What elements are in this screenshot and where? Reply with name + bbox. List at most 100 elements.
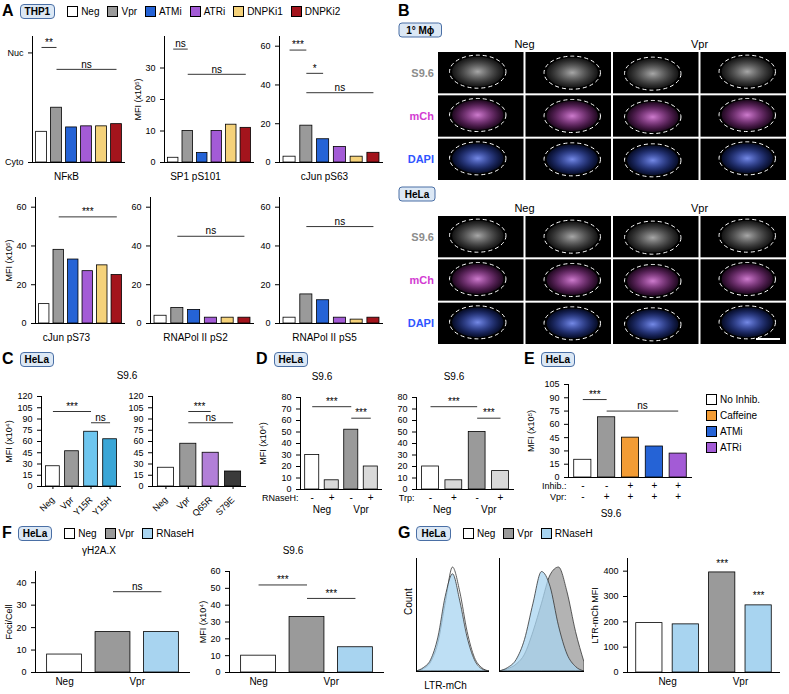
svg-text:20: 20 bbox=[131, 280, 141, 290]
svg-text:75: 75 bbox=[22, 425, 32, 435]
svg-text:400: 400 bbox=[603, 566, 618, 576]
svg-text:+: + bbox=[651, 491, 657, 502]
svg-text:60: 60 bbox=[260, 41, 270, 51]
svg-text:40: 40 bbox=[210, 600, 220, 610]
svg-text:Neg: Neg bbox=[249, 676, 267, 687]
svg-text:Vpr: Vpr bbox=[481, 504, 497, 515]
svg-text:10: 10 bbox=[16, 645, 26, 655]
svg-text:30: 30 bbox=[145, 63, 155, 73]
svg-text:20: 20 bbox=[16, 622, 26, 632]
svg-text:MFI (x10⁵): MFI (x10⁵) bbox=[526, 410, 536, 452]
svg-text:MFI (x10⁵): MFI (x10⁵) bbox=[133, 78, 143, 120]
svg-text:Neg: Neg bbox=[514, 38, 534, 50]
svg-text:10: 10 bbox=[210, 651, 220, 661]
svg-text:200: 200 bbox=[603, 617, 618, 627]
svg-text:+: + bbox=[368, 492, 374, 503]
svg-text:30: 30 bbox=[133, 459, 143, 469]
svg-text:120: 120 bbox=[17, 391, 32, 401]
svg-text:Inhib.:: Inhib.: bbox=[542, 481, 567, 491]
svg-text:120: 120 bbox=[128, 391, 143, 401]
svg-text:0: 0 bbox=[215, 667, 220, 677]
svg-text:Neg: Neg bbox=[313, 504, 331, 515]
svg-text:ns: ns bbox=[335, 82, 346, 93]
svg-text:0: 0 bbox=[21, 318, 26, 328]
svg-text:40: 40 bbox=[260, 80, 270, 90]
svg-text:70: 70 bbox=[397, 404, 407, 414]
svg-text:60: 60 bbox=[131, 202, 141, 212]
svg-text:20: 20 bbox=[145, 94, 155, 104]
svg-text:75: 75 bbox=[133, 425, 143, 435]
svg-text:60: 60 bbox=[210, 566, 220, 576]
svg-text:0: 0 bbox=[613, 667, 618, 677]
svg-text:***: *** bbox=[82, 206, 94, 217]
svg-text:0: 0 bbox=[136, 318, 141, 328]
svg-text:20: 20 bbox=[16, 280, 26, 290]
svg-text:Vpr: Vpr bbox=[175, 495, 192, 512]
svg-text:RNaseH:: RNaseH: bbox=[262, 493, 299, 503]
svg-text:40: 40 bbox=[281, 438, 291, 448]
svg-text:Neg: Neg bbox=[433, 504, 451, 515]
svg-text:Vpr: Vpr bbox=[323, 676, 339, 687]
svg-text:70: 70 bbox=[281, 404, 291, 414]
svg-text:60: 60 bbox=[22, 436, 32, 446]
svg-text:+: + bbox=[604, 491, 610, 502]
svg-text:+: + bbox=[628, 491, 634, 502]
svg-text:*: * bbox=[313, 63, 317, 74]
svg-text:ns: ns bbox=[206, 225, 217, 236]
svg-text:40: 40 bbox=[397, 438, 407, 448]
svg-text:40: 40 bbox=[131, 241, 141, 251]
svg-text:40: 40 bbox=[260, 241, 270, 251]
svg-text:***: *** bbox=[66, 401, 78, 412]
svg-text:Vpr: Vpr bbox=[691, 202, 708, 214]
svg-text:105: 105 bbox=[17, 403, 32, 413]
svg-text:***: *** bbox=[325, 588, 337, 599]
svg-text:+: + bbox=[628, 480, 634, 491]
svg-text:30: 30 bbox=[281, 450, 291, 460]
svg-text:-: - bbox=[605, 480, 608, 491]
svg-text:0: 0 bbox=[21, 667, 26, 677]
svg-text:Neg: Neg bbox=[38, 495, 57, 514]
svg-text:ns: ns bbox=[175, 38, 186, 49]
svg-text:***: *** bbox=[483, 407, 495, 418]
svg-text:DAPI: DAPI bbox=[408, 153, 434, 165]
svg-text:Trp:: Trp: bbox=[399, 493, 415, 503]
svg-text:Y15H: Y15H bbox=[91, 495, 114, 518]
svg-text:0: 0 bbox=[265, 318, 270, 328]
svg-text:15: 15 bbox=[22, 470, 32, 480]
svg-text:ns: ns bbox=[211, 64, 222, 75]
svg-text:20: 20 bbox=[397, 461, 407, 471]
svg-text:15: 15 bbox=[549, 459, 559, 469]
svg-text:ns: ns bbox=[637, 400, 648, 411]
svg-text:0: 0 bbox=[150, 157, 155, 167]
svg-text:60: 60 bbox=[397, 415, 407, 425]
svg-text:30: 30 bbox=[210, 617, 220, 627]
svg-text:Vpr:: Vpr: bbox=[550, 492, 567, 502]
svg-text:100: 100 bbox=[603, 642, 618, 652]
svg-text:20: 20 bbox=[260, 119, 270, 129]
svg-text:***: *** bbox=[277, 574, 289, 585]
svg-text:***: *** bbox=[355, 407, 367, 418]
svg-text:45: 45 bbox=[133, 448, 143, 458]
svg-text:-: - bbox=[429, 492, 432, 503]
svg-text:mCh: mCh bbox=[410, 274, 435, 286]
svg-text:60: 60 bbox=[549, 419, 559, 429]
svg-text:-: - bbox=[311, 492, 314, 503]
svg-text:-: - bbox=[350, 492, 353, 503]
svg-text:ns: ns bbox=[132, 581, 143, 592]
svg-text:10: 10 bbox=[397, 473, 407, 483]
svg-text:15: 15 bbox=[133, 470, 143, 480]
svg-text:***: *** bbox=[194, 401, 206, 412]
svg-text:Nuc: Nuc bbox=[7, 48, 24, 58]
svg-text:105: 105 bbox=[128, 403, 143, 413]
svg-text:Neg: Neg bbox=[151, 495, 170, 514]
svg-text:HeLa: HeLa bbox=[405, 189, 430, 200]
svg-text:50: 50 bbox=[210, 583, 220, 593]
svg-text:60: 60 bbox=[281, 415, 291, 425]
svg-text:Y15R: Y15R bbox=[71, 494, 94, 517]
svg-text:Cyto: Cyto bbox=[5, 157, 24, 167]
svg-text:***: *** bbox=[448, 396, 460, 407]
svg-text:0: 0 bbox=[265, 157, 270, 167]
svg-text:30: 30 bbox=[397, 450, 407, 460]
svg-text:Count: Count bbox=[403, 588, 414, 615]
svg-text:10: 10 bbox=[281, 473, 291, 483]
